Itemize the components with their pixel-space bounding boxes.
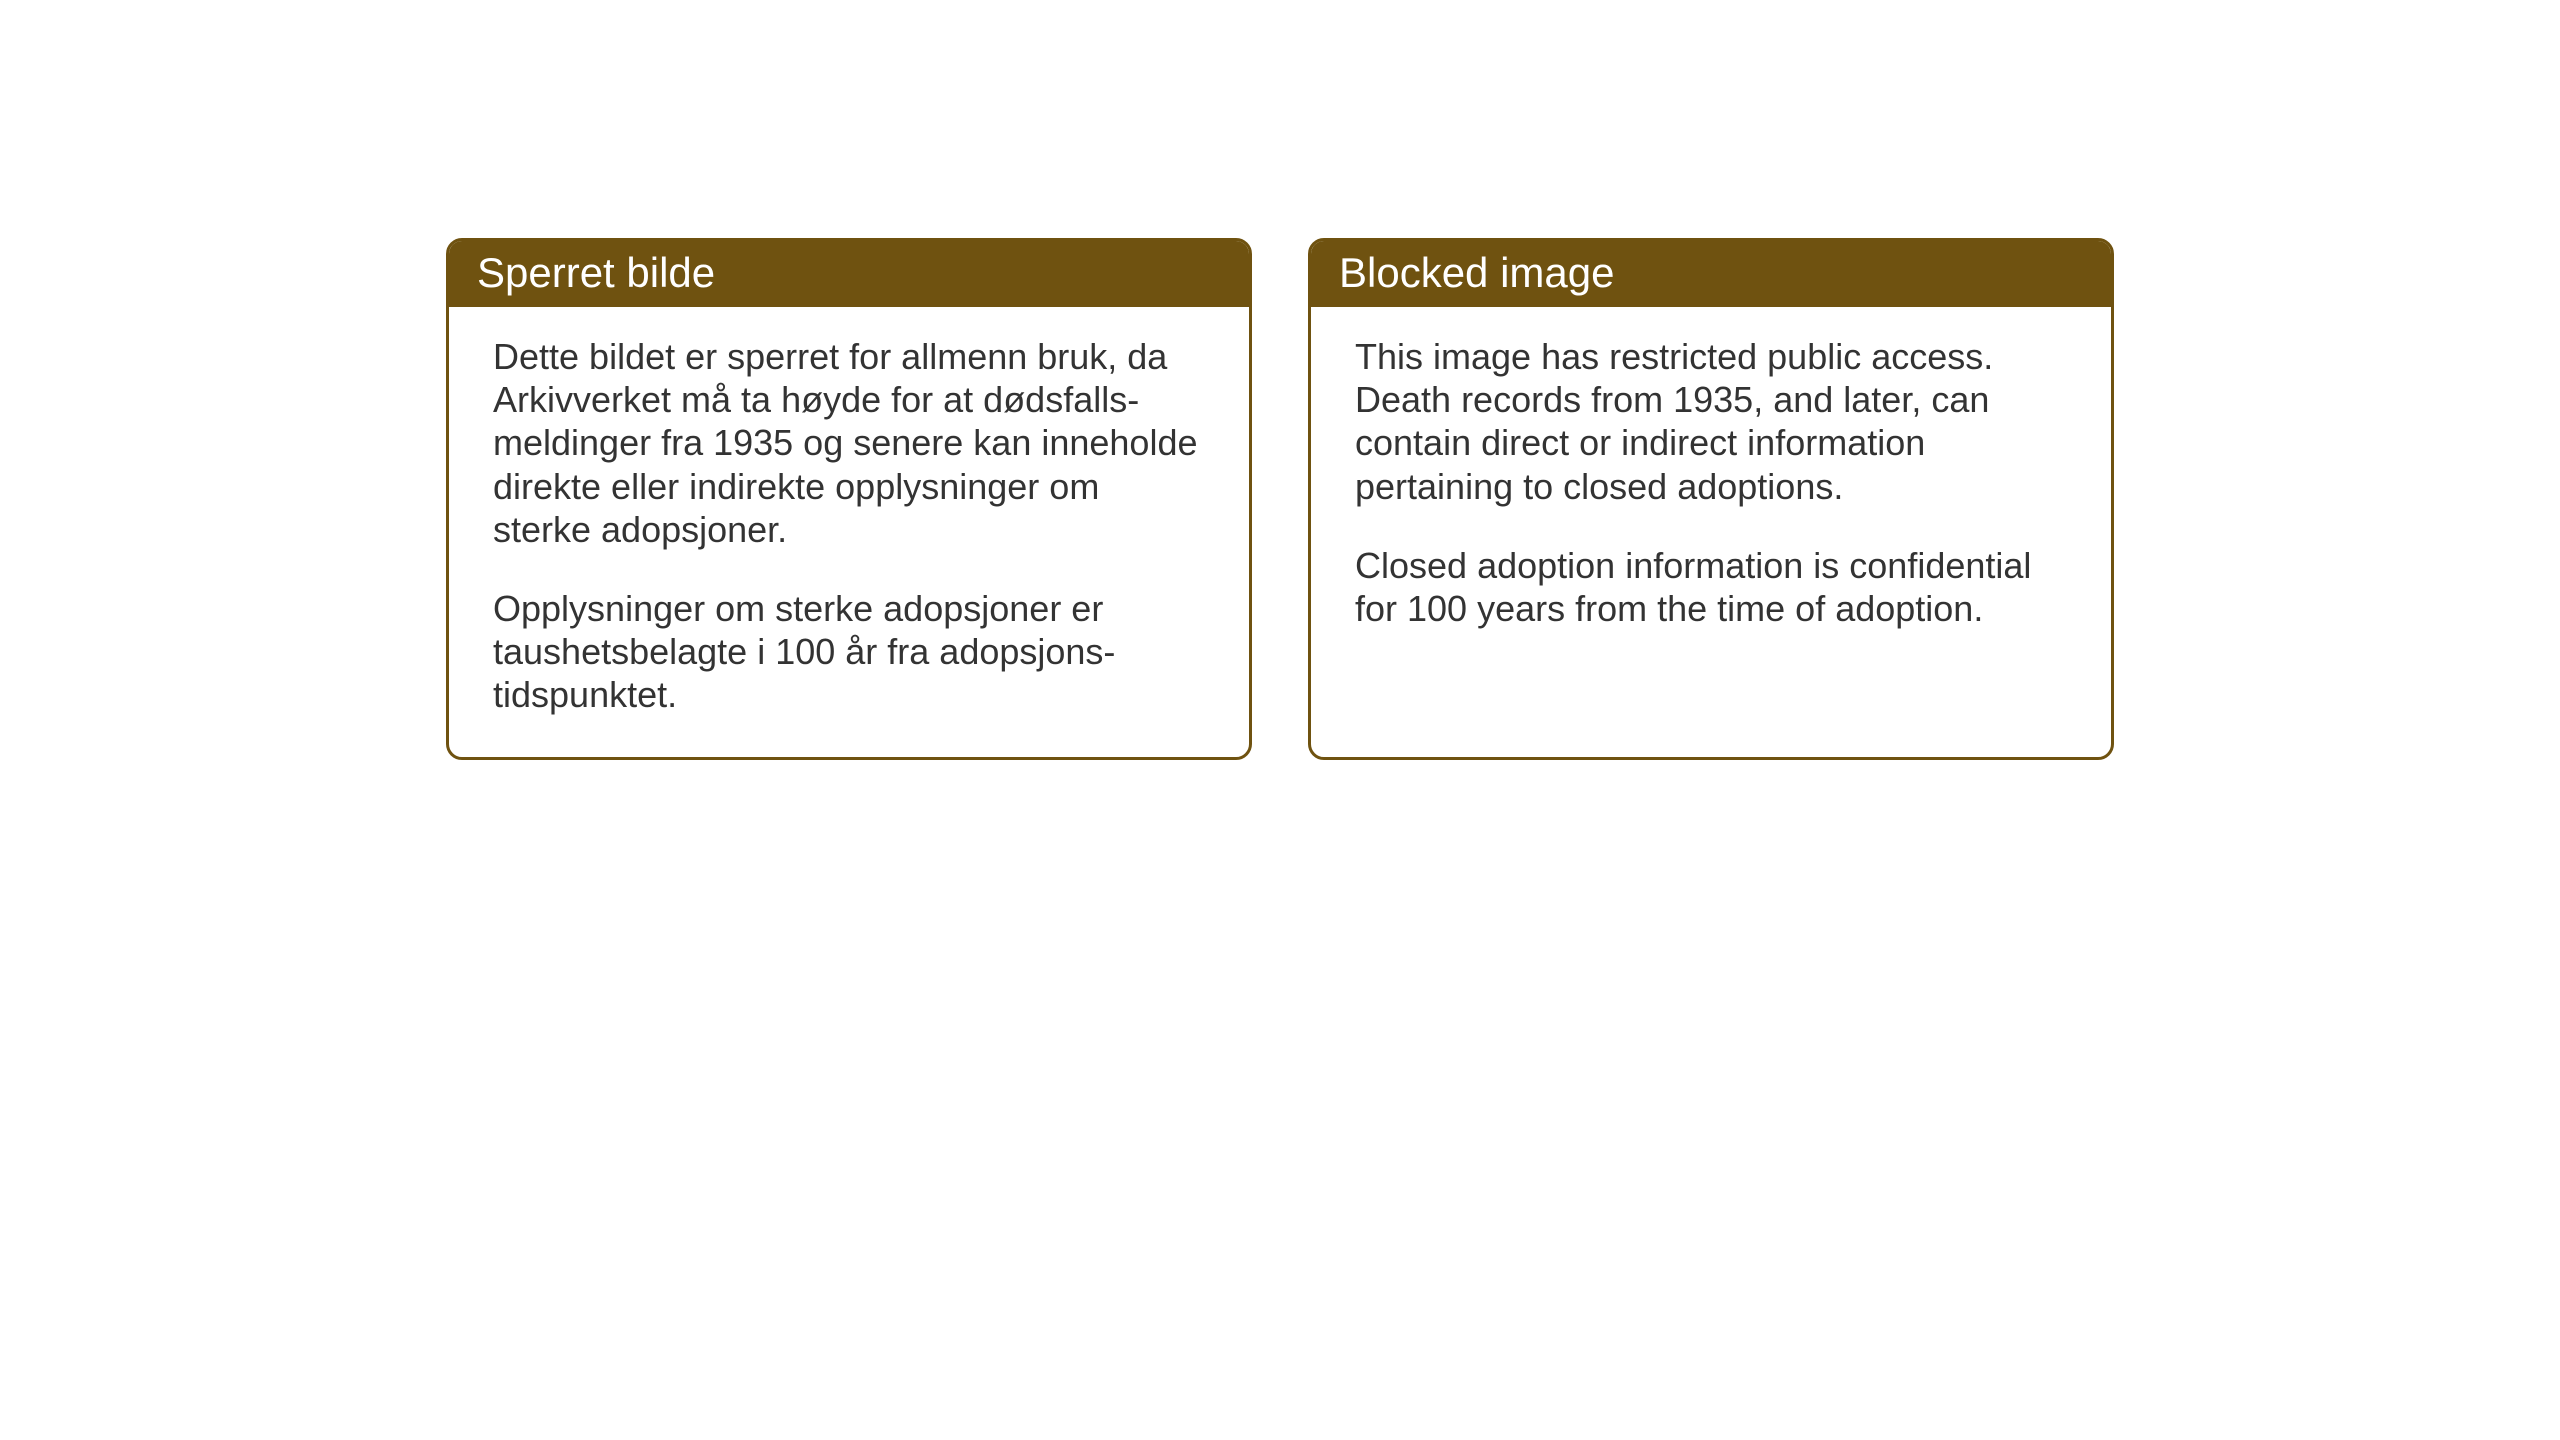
blocked-image-card-norwegian: Sperret bilde Dette bildet er sperret fo… [446, 238, 1252, 760]
card-body-english: This image has restricted public access.… [1311, 307, 2111, 670]
card-title-norwegian: Sperret bilde [477, 249, 715, 296]
paragraph-norwegian-2: Opplysninger om sterke adopsjoner er tau… [493, 587, 1205, 717]
notice-cards-container: Sperret bilde Dette bildet er sperret fo… [446, 238, 2114, 760]
card-header-norwegian: Sperret bilde [449, 241, 1249, 307]
card-body-norwegian: Dette bildet er sperret for allmenn bruk… [449, 307, 1249, 757]
paragraph-english-1: This image has restricted public access.… [1355, 335, 2067, 508]
card-title-english: Blocked image [1339, 249, 1614, 296]
blocked-image-card-english: Blocked image This image has restricted … [1308, 238, 2114, 760]
card-header-english: Blocked image [1311, 241, 2111, 307]
paragraph-english-2: Closed adoption information is confident… [1355, 544, 2067, 630]
paragraph-norwegian-1: Dette bildet er sperret for allmenn bruk… [493, 335, 1205, 551]
